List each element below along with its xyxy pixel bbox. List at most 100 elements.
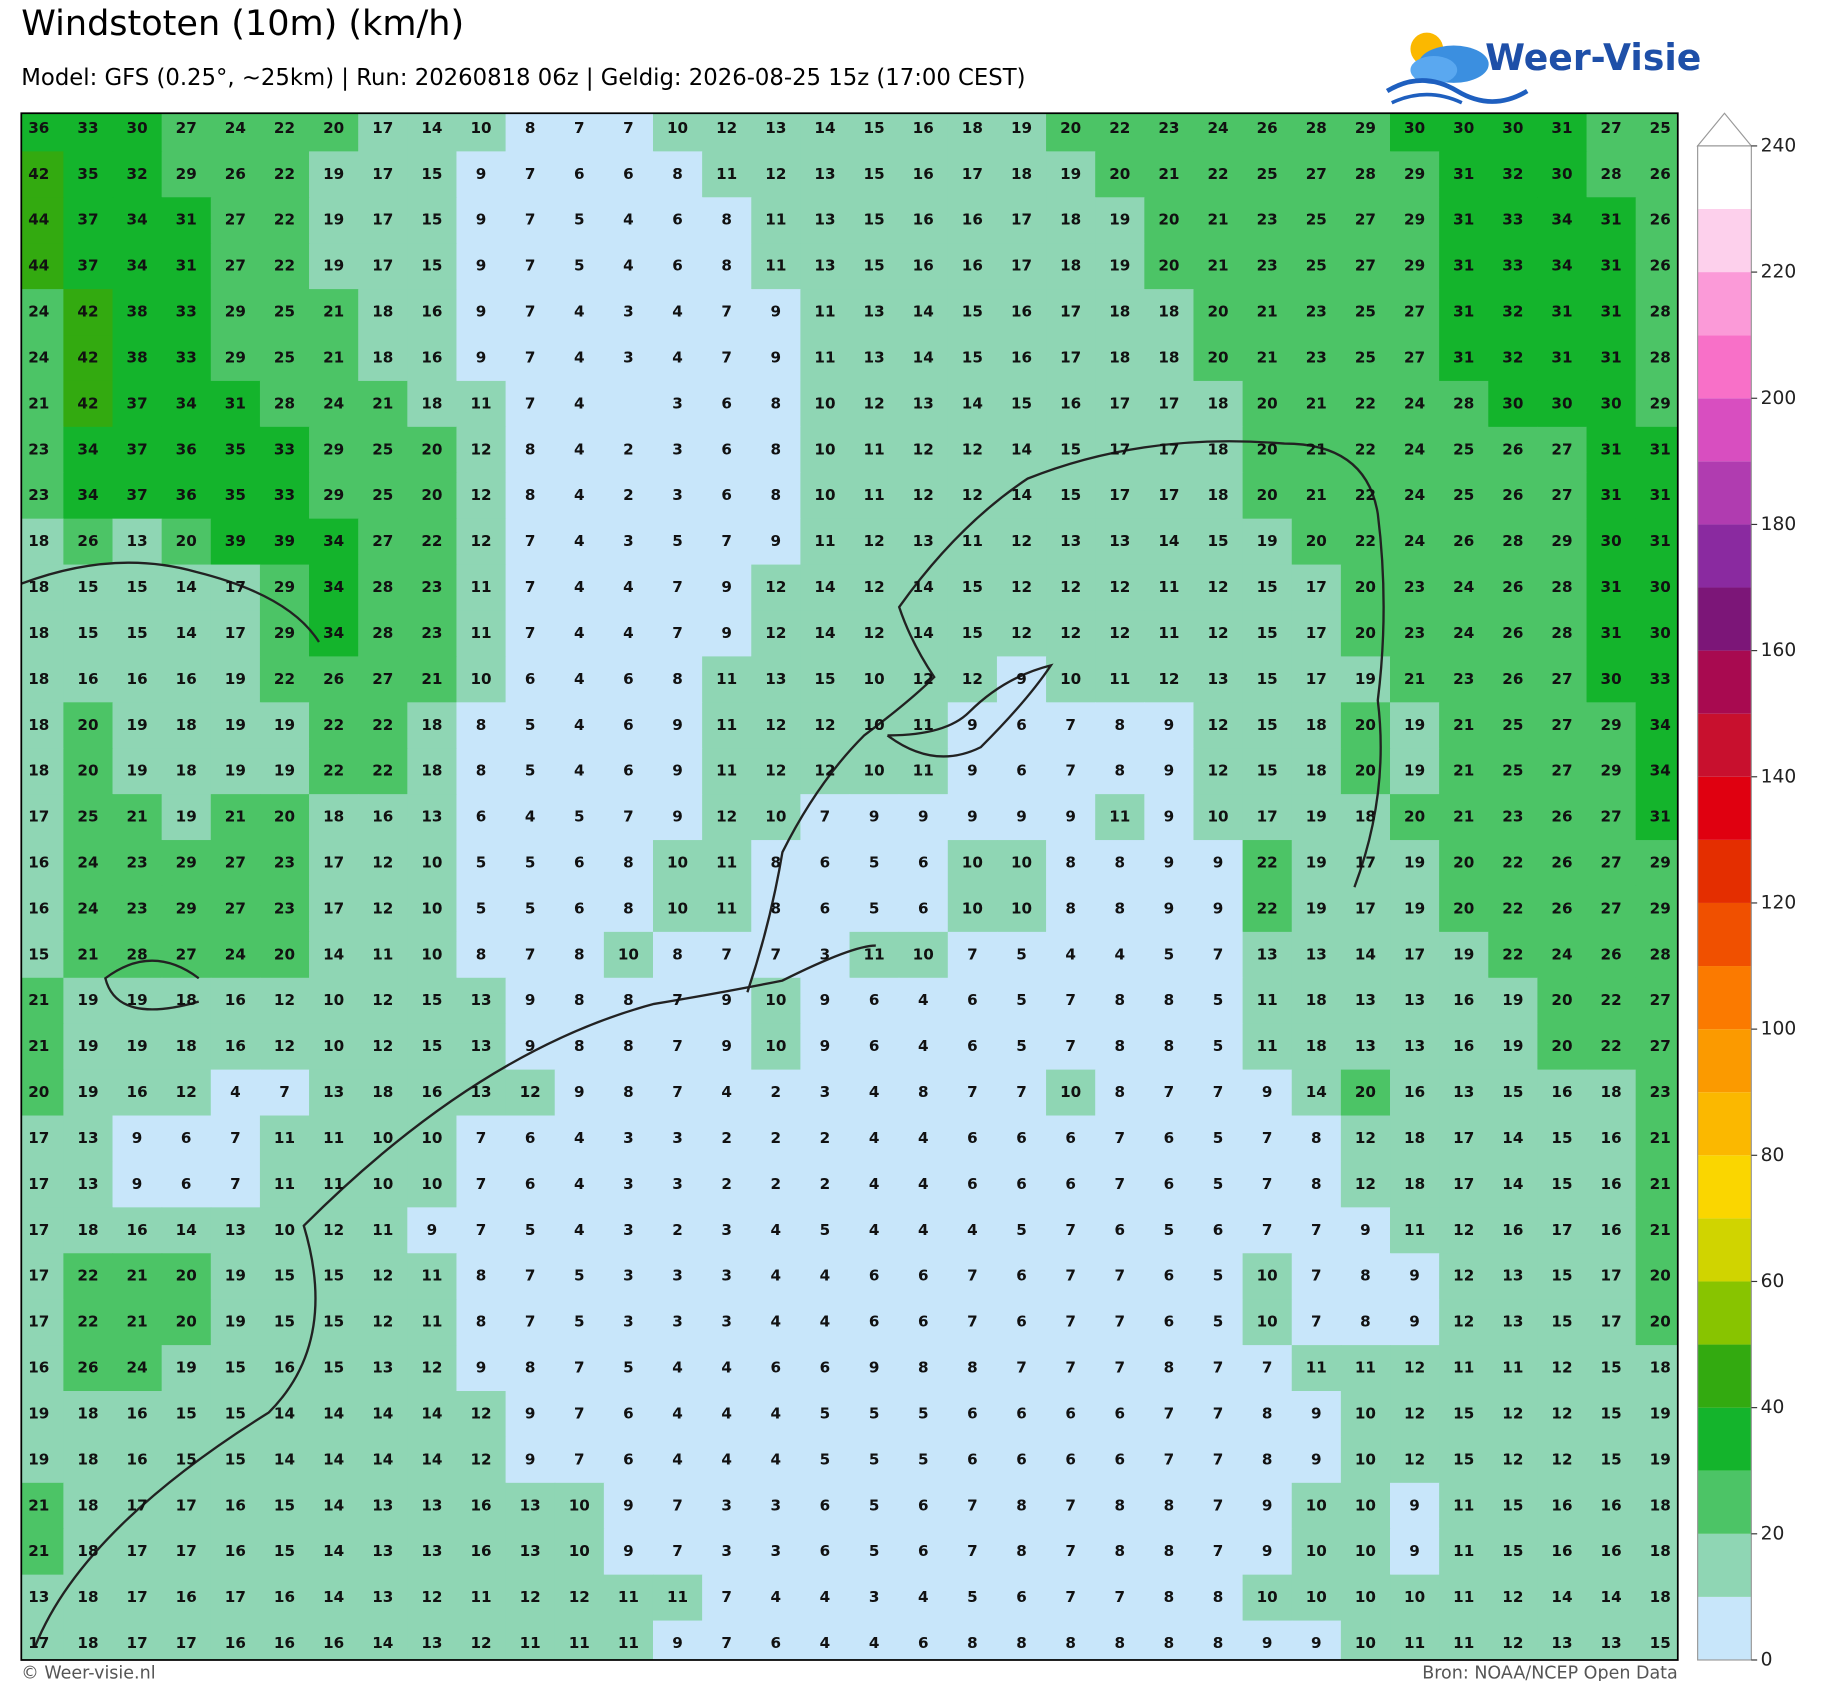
grid-value: 34 [77, 486, 98, 504]
field-cell [554, 931, 605, 979]
field-cell [898, 197, 949, 244]
field-cell [161, 610, 212, 657]
grid-value: 10 [1355, 1634, 1376, 1652]
grid-value: 6 [623, 670, 634, 688]
grid-value: 4 [869, 1221, 880, 1239]
field-cell [1291, 197, 1342, 244]
grid-value: 8 [623, 854, 634, 872]
grid-value: 11 [864, 486, 885, 504]
grid-value: 28 [127, 945, 148, 963]
field-cell [21, 1207, 64, 1254]
logo-text: Weer-Visie [1485, 36, 1701, 79]
field-cell [505, 1161, 556, 1208]
grid-value: 29 [1601, 716, 1622, 734]
grid-value: 31 [1601, 211, 1622, 229]
grid-value: 5 [525, 899, 536, 917]
field-cell [63, 977, 114, 1025]
grid-value: 12 [1207, 624, 1228, 642]
grid-value: 7 [1311, 1221, 1322, 1239]
field-cell [1144, 335, 1195, 382]
grid-value: 30 [1650, 624, 1671, 642]
colorbar-band [1697, 209, 1752, 273]
grid-value: 31 [1601, 624, 1622, 642]
field-cell [1144, 794, 1195, 841]
grid-value: 4 [918, 1129, 929, 1147]
field-cell [947, 151, 998, 198]
field-cell [1439, 1115, 1489, 1163]
grid-value: 30 [1551, 394, 1572, 412]
field-cell [259, 702, 310, 749]
field-cell [996, 113, 1047, 152]
field-cell [849, 113, 900, 152]
grid-value: 6 [1114, 1450, 1125, 1468]
field-cell [456, 1207, 507, 1254]
grid-value: 8 [1164, 1542, 1175, 1560]
grid-value: 19 [1650, 1404, 1671, 1422]
grid-value: 19 [77, 1083, 98, 1101]
field-cell [358, 518, 408, 566]
grid-value: 8 [623, 899, 634, 917]
grid-value: 17 [127, 1496, 148, 1514]
grid-value: 20 [77, 716, 98, 734]
grid-value: 42 [77, 303, 98, 321]
field-cell [1586, 1161, 1637, 1208]
field-cell [1537, 702, 1588, 749]
grid-value: 11 [1257, 991, 1278, 1009]
grid-value: 14 [323, 945, 344, 963]
grid-value: 26 [1551, 899, 1572, 917]
field-cell [1439, 931, 1489, 979]
field-cell [63, 1023, 114, 1071]
grid-value: 2 [820, 1175, 831, 1193]
grid-value: 6 [967, 1175, 978, 1193]
field-cell [1193, 1207, 1244, 1254]
field-cell [849, 977, 900, 1025]
grid-value: 14 [323, 1404, 344, 1422]
grid-value: 11 [421, 1313, 442, 1331]
grid-value: 6 [476, 808, 487, 826]
grid-value: 12 [176, 1083, 197, 1101]
grid-value: 16 [1011, 303, 1032, 321]
field-cell [210, 885, 261, 933]
grid-value: 15 [127, 578, 148, 596]
grid-value: 11 [1306, 1359, 1327, 1377]
grid-value: 16 [421, 348, 442, 366]
grid-value: 11 [1502, 1359, 1523, 1377]
grid-value: 29 [323, 486, 344, 504]
grid-value: 26 [1551, 854, 1572, 872]
grid-value: 31 [1601, 578, 1622, 596]
grid-value: 3 [672, 1267, 683, 1285]
grid-value: 8 [1114, 1634, 1125, 1652]
grid-value: 20 [1551, 991, 1572, 1009]
grid-value: 8 [1360, 1313, 1371, 1331]
grid-value: 4 [721, 1450, 732, 1468]
grid-value: 3 [721, 1313, 732, 1331]
field-cell [1439, 518, 1489, 566]
grid-value: 22 [1257, 899, 1278, 917]
field-cell [21, 243, 64, 290]
field-cell [1242, 840, 1293, 887]
grid-value: 7 [1213, 1404, 1224, 1422]
grid-value: 21 [28, 991, 49, 1009]
field-cell [210, 702, 261, 749]
field-cell [1291, 426, 1342, 474]
grid-value: 8 [1114, 762, 1125, 780]
grid-value: 25 [1453, 486, 1474, 504]
grid-value: 16 [127, 1450, 148, 1468]
field-cell [1193, 113, 1244, 152]
field-cell [1586, 1115, 1637, 1163]
field-cell [800, 426, 851, 474]
field-cell [161, 840, 212, 887]
field-cell [1635, 1023, 1678, 1071]
field-cell [112, 610, 163, 657]
field-cell [1046, 426, 1096, 474]
field-cell [505, 840, 556, 887]
colorbar-tick-label: 160 [1761, 640, 1797, 661]
field-cell [603, 1207, 654, 1254]
field-cell [1291, 1161, 1342, 1208]
field-cell [1144, 931, 1195, 979]
grid-value: 9 [1065, 808, 1076, 826]
field-cell [1488, 151, 1538, 198]
field-cell [849, 656, 900, 703]
field-cell [210, 518, 261, 566]
grid-value: 12 [372, 991, 393, 1009]
